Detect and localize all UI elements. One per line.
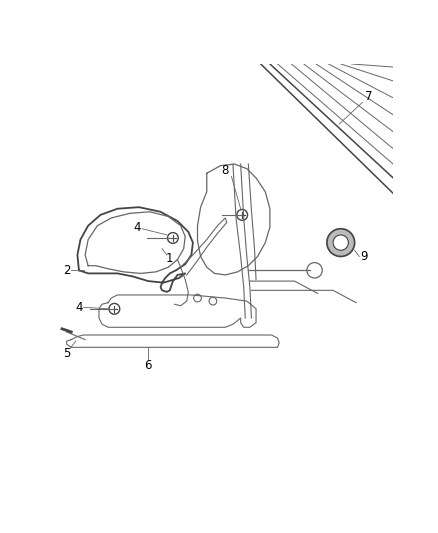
Text: 2: 2 [63,264,71,277]
Text: 5: 5 [63,347,71,360]
Text: 1: 1 [166,252,173,264]
Text: 6: 6 [145,359,152,372]
Circle shape [327,229,355,256]
Text: 4: 4 [134,221,141,233]
Text: 7: 7 [365,90,372,103]
Text: 9: 9 [360,250,367,263]
Circle shape [333,235,349,251]
Text: 8: 8 [222,164,229,177]
Text: 4: 4 [75,301,83,314]
